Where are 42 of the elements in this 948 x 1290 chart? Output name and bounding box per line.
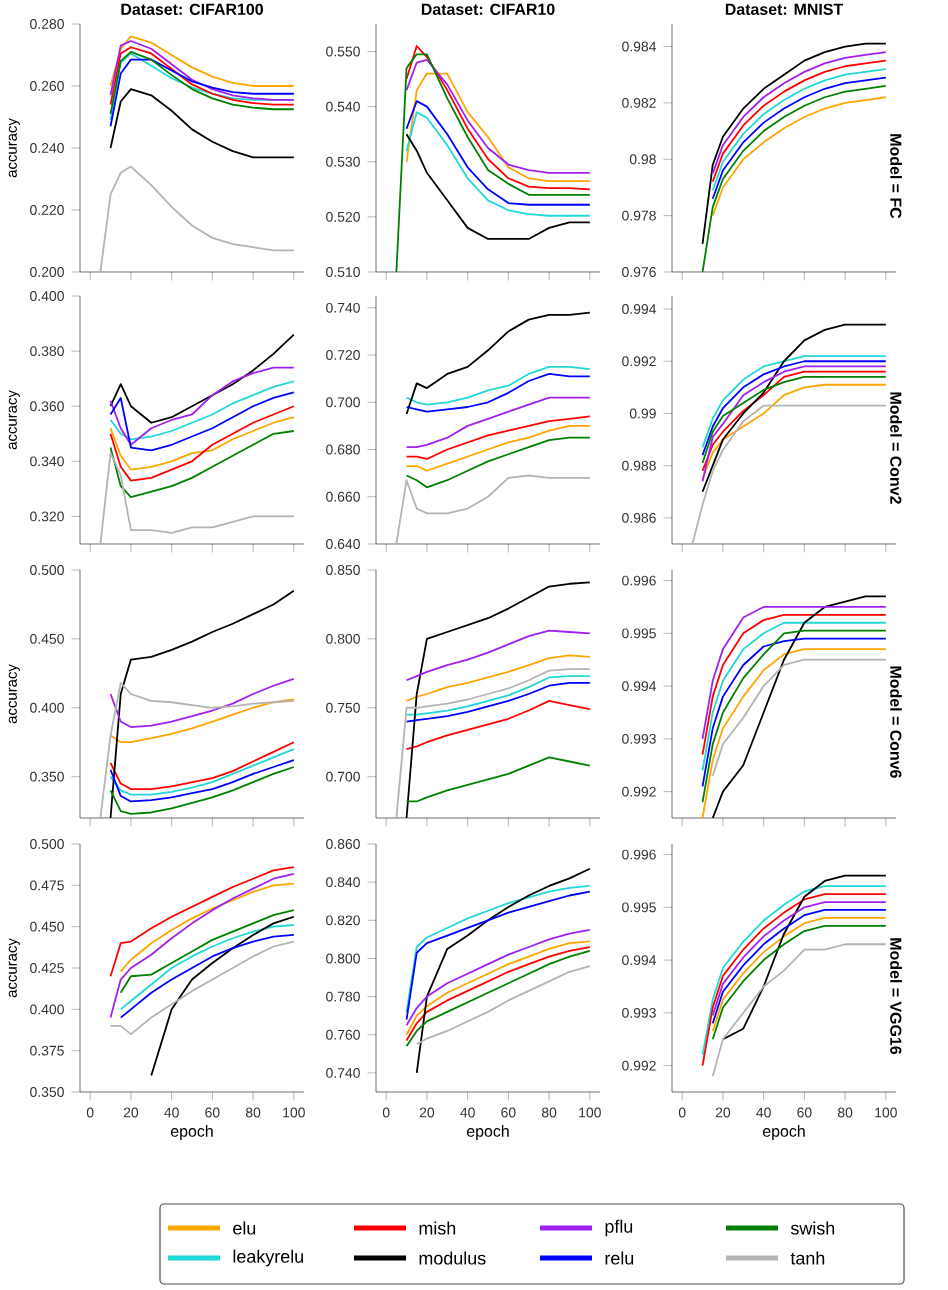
line-series <box>119 882 295 973</box>
legend-label: relu <box>605 1251 634 1265</box>
line-series <box>109 940 295 1036</box>
line-series <box>109 430 295 499</box>
line-series <box>109 872 295 1019</box>
line-series <box>405 365 591 406</box>
line-series <box>405 436 591 489</box>
line-series <box>109 698 295 744</box>
line-series <box>701 42 887 245</box>
line-series <box>109 748 295 796</box>
line-series <box>415 867 591 1074</box>
legend-label: elu <box>233 1221 256 1235</box>
line-series <box>405 654 591 702</box>
legend-label: swish <box>790 1221 835 1235</box>
line-series <box>711 595 887 818</box>
line-series <box>109 677 295 728</box>
line-series <box>99 682 295 818</box>
line-series <box>109 759 295 803</box>
legend-label: modulus <box>419 1251 486 1265</box>
line-series <box>405 756 591 803</box>
line-series <box>405 45 591 191</box>
line-series <box>109 366 295 446</box>
line-series <box>405 699 591 750</box>
line-series <box>395 668 591 818</box>
line-series <box>99 165 295 272</box>
line-series <box>109 391 295 452</box>
line-series <box>150 915 295 1077</box>
legend-label: pflu <box>605 1219 633 1237</box>
line-series <box>405 675 591 716</box>
legend-label: tanh <box>790 1251 825 1265</box>
line-series <box>119 909 295 994</box>
line-series <box>405 682 591 723</box>
legend-label: leakyrelu <box>233 1249 303 1267</box>
line-series <box>405 629 591 682</box>
line-series <box>109 416 295 471</box>
line-series <box>109 589 295 818</box>
line-series <box>405 373 591 413</box>
line-series <box>711 96 887 217</box>
line-series <box>405 311 591 415</box>
line-series <box>109 405 295 482</box>
line-series <box>701 85 887 272</box>
legend-label: mish <box>419 1221 456 1235</box>
